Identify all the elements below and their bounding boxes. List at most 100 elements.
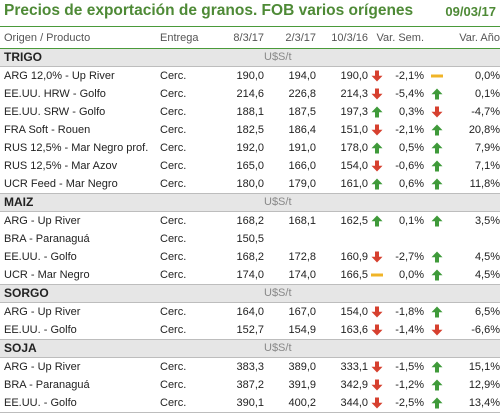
var-week-cell: 0,0% — [386, 266, 425, 285]
header-date-3: 10/3/16 — [316, 28, 368, 49]
price-date-1: 390,1 — [218, 394, 264, 413]
table-row: ARG - Up River Cerc. 164,0 167,0 154,0 -1,8% 6… — [0, 303, 500, 322]
section-unit: U$S/t — [264, 339, 500, 358]
arrow-up-icon — [431, 361, 443, 373]
price-date-3: 344,0 — [316, 394, 368, 413]
section-unit: U$S/t — [264, 48, 500, 67]
prices-table: Origen / Producto Entrega 8/3/17 2/3/17 … — [0, 28, 500, 413]
delivery-cell: Cerc. — [160, 88, 187, 100]
var-week-cell: -2,7% — [395, 251, 425, 263]
price-date-3: 190,0 — [340, 70, 368, 82]
table-row: RUS 12,5% - Mar Azov Cerc. 165,0 166,0 154,0… — [0, 157, 500, 175]
price-date-1: 192,0 — [236, 142, 264, 154]
delivery-cell: Cerc. — [160, 124, 187, 136]
table-row: BRA - Paranaguá Cerc. 387,2 391,9 342,9 -1,2%… — [0, 376, 500, 394]
section-row-soja: SOJA U$S/t — [0, 339, 500, 358]
week-trend-cell — [424, 85, 450, 103]
year-trend-cell — [368, 139, 386, 157]
var-week-cell: 0,3% — [398, 106, 425, 118]
price-date-3: 333,1 — [340, 361, 368, 373]
year-trend-cell — [368, 121, 386, 139]
arrow-up-icon — [371, 106, 383, 118]
arrow-down-icon — [371, 324, 383, 336]
year-trend-cell — [368, 230, 386, 248]
header-row: Origen / Producto Entrega 8/3/17 2/3/17 … — [0, 28, 500, 49]
price-date-3: 178,0 — [340, 142, 368, 154]
price-date-1: 164,0 — [236, 306, 264, 318]
product-cell: FRA Soft - Rouen — [4, 124, 91, 136]
table-row: ARG - Up River Cerc. 383,3 389,0 333,1 -1,5% 1… — [0, 358, 500, 377]
price-date-3 — [316, 230, 368, 248]
week-trend-cell — [424, 376, 450, 394]
var-week-cell: 0,5% — [398, 142, 425, 154]
arrow-up-icon — [431, 251, 443, 263]
week-trend-cell — [424, 230, 450, 248]
header-date-2: 2/3/17 — [264, 28, 316, 49]
var-week-cell: 0,6% — [386, 175, 425, 194]
arrow-up-icon — [431, 397, 443, 409]
table-row: EE.UU. - Golfo Cerc. 152,7 154,9 163,6 -1,4% -… — [0, 321, 500, 340]
price-date-1: 190,0 — [236, 70, 264, 82]
price-date-2: 187,5 — [288, 106, 316, 118]
delivery-cell: Cerc. — [160, 106, 187, 118]
product-cell: BRA - Paranaguá — [4, 379, 90, 391]
var-week-cell: 0,1% — [398, 215, 425, 227]
delivery-cell: Cerc. — [158, 175, 218, 194]
arrow-up-icon — [431, 160, 443, 172]
week-trend-cell — [424, 266, 451, 285]
section-unit: U$S/t — [264, 284, 500, 303]
var-year-cell: 3,5% — [474, 215, 500, 227]
table-row: ARG 12,0% - Up River Cerc. 190,0 194,0 190,0… — [0, 67, 500, 86]
week-trend-cell — [424, 248, 450, 266]
arrow-up-icon — [371, 215, 383, 227]
week-trend-cell — [424, 212, 450, 231]
price-date-1: 180,0 — [218, 175, 264, 194]
delivery-cell: Cerc. — [158, 266, 218, 285]
week-trend-cell — [424, 103, 450, 121]
section-row-sorgo: SORGO U$S/t — [0, 284, 500, 303]
var-year-cell: 20,8% — [468, 124, 500, 136]
price-date-1: 165,0 — [236, 160, 264, 172]
var-year-cell: 0,1% — [474, 88, 500, 100]
table-row: EE.UU. - Golfo Cerc. 168,2 172,8 160,9 -2,7% 4… — [0, 248, 500, 266]
neutral-dash-icon — [431, 74, 444, 78]
price-date-2: 167,0 — [288, 306, 316, 318]
price-date-2: 194,0 — [288, 70, 316, 82]
price-date-1: 182,5 — [236, 124, 264, 136]
var-year-cell: 4,5% — [474, 251, 500, 263]
price-date-2 — [264, 230, 316, 248]
var-week-cell: -2,1% — [395, 124, 425, 136]
price-date-3: 163,6 — [316, 321, 368, 340]
product-cell: EE.UU. - Golfo — [4, 251, 77, 263]
price-date-3: 214,3 — [340, 88, 368, 100]
section-row-trigo: TRIGO U$S/t — [0, 48, 500, 67]
arrow-up-icon — [371, 142, 383, 154]
week-trend-cell — [424, 157, 450, 175]
var-year-cell: -4,7% — [471, 106, 500, 118]
section-name: TRIGO — [0, 48, 264, 67]
week-trend-cell — [424, 139, 450, 157]
header-product: Origen / Producto — [0, 28, 158, 49]
price-date-2: 226,8 — [288, 88, 316, 100]
price-date-3: 342,9 — [340, 379, 368, 391]
table-row: FRA Soft - Rouen Cerc. 182,5 186,4 151,0 -2,1… — [0, 121, 500, 139]
table-row: RUS 12,5% - Mar Negro prof. Cerc. 192,0 191… — [0, 139, 500, 157]
arrow-up-icon — [431, 379, 443, 391]
arrow-down-icon — [371, 251, 383, 263]
year-trend-cell — [368, 394, 386, 413]
price-date-3: 154,0 — [340, 306, 368, 318]
price-date-1: 214,6 — [236, 88, 264, 100]
delivery-cell: Cerc. — [160, 379, 187, 391]
var-week-cell: -1,4% — [386, 321, 425, 340]
price-date-2: 168,1 — [288, 215, 316, 227]
table-row: BRA - Paranaguá Cerc. 150,5 — [0, 230, 500, 248]
arrow-up-icon — [431, 215, 443, 227]
var-year-cell: -6,6% — [450, 321, 500, 340]
product-cell: ARG - Up River — [4, 215, 81, 227]
product-cell: UCR - Mar Negro — [0, 266, 158, 285]
arrow-down-icon — [371, 88, 383, 100]
price-date-1: 174,0 — [218, 266, 264, 285]
price-date-1: 387,2 — [236, 379, 264, 391]
var-year-cell: 7,1% — [474, 160, 500, 172]
header-var-year: Var. Año — [424, 28, 500, 49]
